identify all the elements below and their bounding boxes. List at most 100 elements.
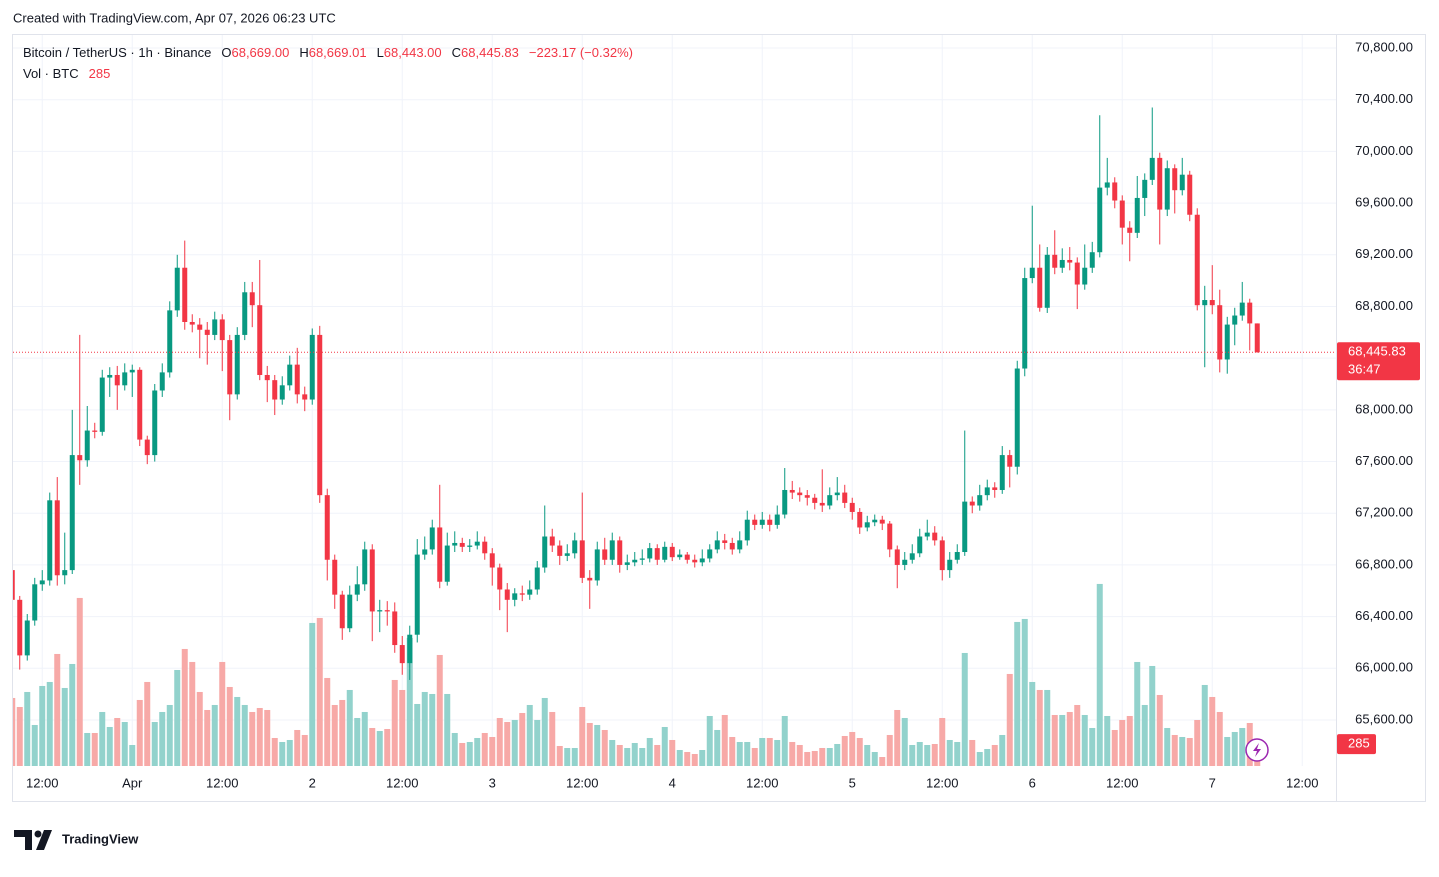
volume-bar (99, 711, 106, 766)
volume-legend: Vol · BTC 285 (23, 66, 110, 81)
volume-bar (909, 744, 916, 766)
candle-body (77, 455, 83, 461)
volume-bar (181, 648, 188, 766)
volume-bar (166, 704, 173, 766)
candle-body (1089, 252, 1095, 268)
candle-body (332, 559, 338, 595)
volume-bar (789, 741, 796, 766)
candle-body (684, 554, 690, 560)
volume-bar (1126, 715, 1133, 766)
volume-bar (729, 736, 736, 766)
candle-body (1127, 227, 1133, 233)
x-tick-label: 3 (489, 775, 496, 790)
candle-body (804, 495, 810, 498)
volume-bar (834, 743, 841, 766)
volume-bar (946, 739, 953, 766)
candle-body (24, 620, 30, 656)
candle-body (729, 542, 735, 550)
volume-bar (219, 661, 226, 766)
volume-bar (421, 691, 428, 766)
volume-bar (204, 709, 211, 766)
volume-bar (924, 744, 931, 766)
candle-body (1157, 157, 1163, 210)
volume-bar (444, 693, 451, 766)
candle-body (947, 559, 953, 571)
candle-body (647, 548, 653, 559)
ohlc-key: H (299, 45, 308, 60)
volume-bar (759, 737, 766, 766)
candle-body (1059, 259, 1065, 268)
candle-body (887, 523, 893, 550)
candle-body (242, 292, 248, 335)
volume-bar (541, 697, 548, 766)
candle-body (1097, 187, 1103, 253)
candle-body (212, 319, 218, 335)
volume-bar (234, 696, 241, 766)
volume-bar (519, 712, 526, 766)
volume-bar (106, 726, 113, 766)
volume-bar (706, 715, 713, 766)
volume-value-label: 285 (1348, 736, 1370, 751)
volume-bar (339, 699, 346, 766)
volume-bar (1014, 621, 1021, 766)
volume-bar (901, 717, 908, 766)
volume-bar (174, 669, 181, 766)
candle-body (159, 372, 165, 391)
volume-bar (586, 722, 593, 766)
alert-icon[interactable] (1245, 738, 1269, 762)
volume-bar (151, 721, 158, 766)
candle-body (1082, 267, 1088, 285)
volume-bar (69, 663, 76, 766)
volume-bar (526, 704, 533, 766)
volume-bar (414, 703, 421, 766)
volume-bar (1044, 689, 1051, 766)
candle-body (654, 548, 660, 560)
caption: Created with TradingView.com, Apr 07, 20… (13, 10, 336, 25)
legend-header: Bitcoin / TetherUS · 1h · Binance O68,669… (23, 45, 633, 60)
candle-body (857, 511, 863, 528)
candle-body (992, 487, 998, 490)
candle-body (294, 364, 300, 395)
ohlc-key: C (452, 45, 461, 60)
candle-body (444, 545, 450, 582)
volume-bar (211, 704, 218, 766)
volume-pane (13, 583, 1261, 766)
candle-body (182, 267, 188, 322)
candle-body (744, 519, 750, 541)
volume-bar (1156, 694, 1163, 766)
candle-body (99, 377, 105, 432)
candle-body (602, 549, 608, 560)
volume-bar (474, 737, 481, 766)
candle-body (407, 634, 413, 664)
candle-body (512, 593, 518, 600)
volume-bar (1231, 731, 1238, 766)
volume-bar (436, 654, 443, 766)
y-tick-label: 66,400.00 (1355, 608, 1413, 623)
volume-bar (54, 653, 61, 766)
volume-bar (331, 704, 338, 766)
candle-body (1029, 267, 1035, 279)
candle-body (399, 645, 405, 664)
x-tick-label: 12:00 (26, 775, 59, 790)
candle-body (54, 500, 60, 576)
axes: 70,800.00 70,400.00 70,000.00 69,600.00 69,2… (26, 39, 1420, 790)
candle-body (534, 567, 540, 590)
candle-body (977, 495, 983, 506)
candle-body (167, 310, 173, 373)
candle-body (572, 540, 578, 554)
chart-frame (12, 34, 1426, 802)
candle-body (969, 501, 975, 506)
volume-bar (879, 756, 886, 766)
volume-bar (196, 691, 203, 766)
candle-body (107, 374, 113, 378)
candle-body (384, 610, 390, 612)
candle-body (257, 305, 263, 375)
volume-bar (804, 751, 811, 766)
volume-bar (736, 741, 743, 766)
candle-body (939, 540, 945, 571)
volume-bar (466, 741, 473, 766)
candle-body (287, 364, 293, 386)
candle-body (1194, 214, 1200, 306)
volume-bar (871, 751, 878, 766)
